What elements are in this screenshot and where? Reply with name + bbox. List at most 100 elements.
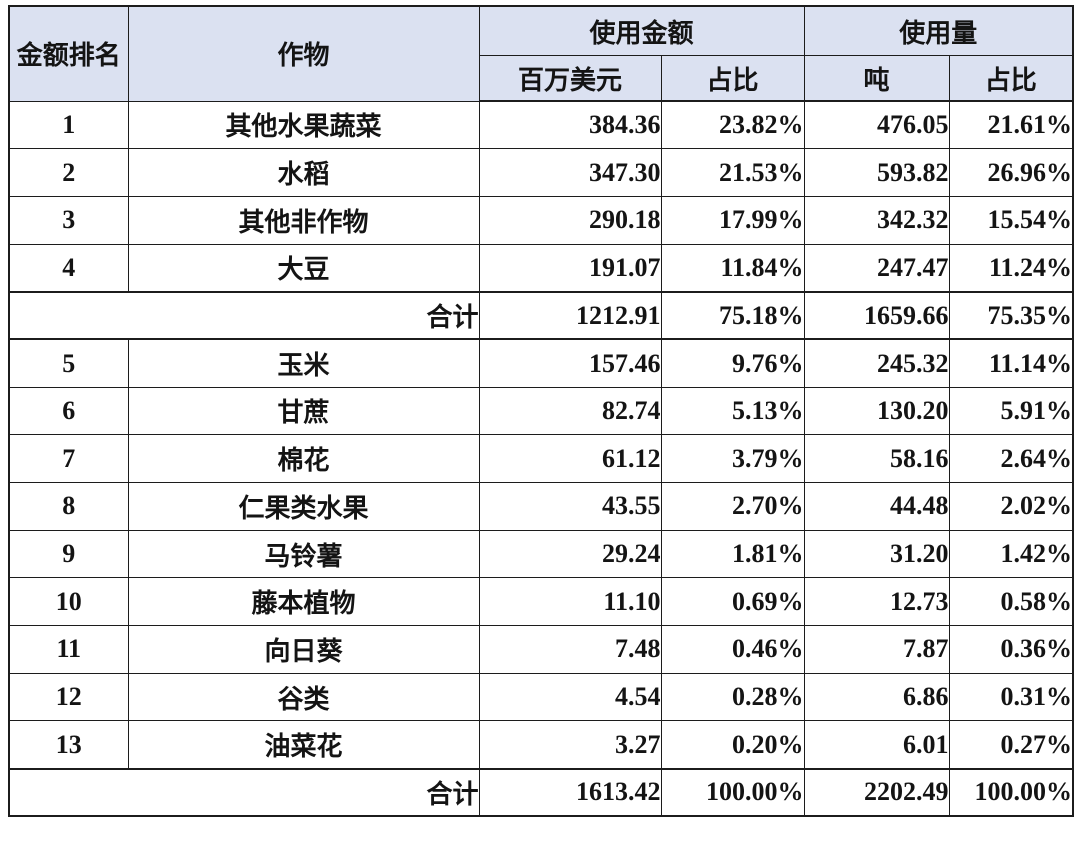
volume-cell: 6.86	[803, 672, 950, 722]
amount-cell: 191.07	[478, 243, 662, 293]
crop-cell: 大豆	[127, 243, 480, 293]
amount-cell: 61.12	[478, 434, 662, 483]
volume-cell: 58.16	[803, 434, 950, 483]
volume-pct-cell: 2.02%	[948, 482, 1074, 531]
rank-cell: 2	[8, 148, 129, 197]
table-row: 5 玉米 157.46 9.76% 245.32 11.14%	[8, 338, 1074, 388]
amount-pct-cell: 0.20%	[660, 720, 805, 770]
amount-pct-cell: 0.28%	[660, 672, 805, 722]
amount-pct-cell: 17.99%	[660, 195, 805, 245]
volume-pct-cell: 1.42%	[948, 529, 1074, 579]
amount-cell: 347.30	[478, 148, 662, 197]
table-row: 10 藤本植物 11.10 0.69% 12.73 0.58%	[8, 577, 1074, 627]
rank-cell: 11	[8, 625, 129, 674]
table-row: 8 仁果类水果 43.55 2.70% 44.48 2.02%	[8, 482, 1074, 531]
crop-cell: 水稻	[127, 148, 480, 197]
table-row: 1 其他水果蔬菜 384.36 23.82% 476.05 21.61%	[8, 100, 1074, 150]
volume-pct-cell: 100.00%	[948, 768, 1074, 817]
volume-pct-cell: 0.36%	[948, 625, 1074, 674]
amount-pct-cell: 11.84%	[660, 243, 805, 293]
amount-cell: 82.74	[478, 386, 662, 436]
amount-cell: 7.48	[478, 625, 662, 674]
amount-cell: 4.54	[478, 672, 662, 722]
table-row: 2 水稻 347.30 21.53% 593.82 26.96%	[8, 148, 1074, 197]
volume-cell: 247.47	[803, 243, 950, 293]
header-volume-unit: 吨	[803, 55, 950, 102]
volume-cell: 6.01	[803, 720, 950, 770]
table-row: 6 甘蔗 82.74 5.13% 130.20 5.91%	[8, 386, 1074, 436]
amount-cell: 290.18	[478, 195, 662, 245]
table-row: 13 油菜花 3.27 0.20% 6.01 0.27%	[8, 720, 1074, 770]
rank-cell: 6	[8, 386, 129, 436]
volume-cell: 1659.66	[803, 291, 950, 341]
volume-pct-cell: 26.96%	[948, 148, 1074, 197]
crop-cell: 马铃薯	[127, 529, 480, 579]
volume-cell: 342.32	[803, 195, 950, 245]
subtotal-label: 合计	[8, 291, 480, 341]
crop-cell: 玉米	[127, 338, 480, 388]
crop-cell: 其他非作物	[127, 195, 480, 245]
amount-cell: 1613.42	[478, 768, 662, 817]
amount-cell: 384.36	[478, 100, 662, 150]
total-label: 合计	[8, 768, 480, 817]
crop-usage-table-wrap: 金额排名 作物 使用金额 使用量 百万美元 占比 吨 占比 1 其他水果蔬菜 384…	[8, 5, 1075, 818]
rank-cell: 5	[8, 338, 129, 388]
crop-cell: 仁果类水果	[127, 482, 480, 531]
volume-pct-cell: 21.61%	[948, 100, 1074, 150]
subtotal-row: 合计 1212.91 75.18% 1659.66 75.35%	[8, 291, 1074, 341]
volume-cell: 245.32	[803, 338, 950, 388]
volume-pct-cell: 15.54%	[948, 195, 1074, 245]
table-row: 3 其他非作物 290.18 17.99% 342.32 15.54%	[8, 195, 1074, 245]
volume-pct-cell: 75.35%	[948, 291, 1074, 341]
amount-pct-cell: 0.46%	[660, 625, 805, 674]
table-row: 4 大豆 191.07 11.84% 247.47 11.24%	[8, 243, 1074, 293]
amount-pct-cell: 75.18%	[660, 291, 805, 341]
volume-cell: 2202.49	[803, 768, 950, 817]
amount-cell: 11.10	[478, 577, 662, 627]
header-sub-row: 百万美元 占比 吨 占比	[9, 55, 1074, 102]
amount-cell: 3.27	[478, 720, 662, 770]
crop-cell: 向日葵	[127, 625, 480, 674]
amount-cell: 1212.91	[478, 291, 662, 341]
amount-pct-cell: 5.13%	[660, 386, 805, 436]
volume-cell: 31.20	[803, 529, 950, 579]
table-body: 1 其他水果蔬菜 384.36 23.82% 476.05 21.61% 2 水稻 347.30…	[8, 100, 1074, 817]
header-amount-share: 占比	[660, 55, 805, 102]
amount-cell: 29.24	[478, 529, 662, 579]
amount-pct-cell: 21.53%	[660, 148, 805, 197]
rank-cell: 10	[8, 577, 129, 627]
volume-cell: 476.05	[803, 100, 950, 150]
crop-cell: 油菜花	[127, 720, 480, 770]
table-row: 12 谷类 4.54 0.28% 6.86 0.31%	[8, 672, 1074, 722]
crop-cell: 其他水果蔬菜	[127, 100, 480, 150]
volume-cell: 130.20	[803, 386, 950, 436]
amount-pct-cell: 100.00%	[660, 768, 805, 817]
crop-cell: 棉花	[127, 434, 480, 483]
volume-pct-cell: 2.64%	[948, 434, 1074, 483]
volume-pct-cell: 5.91%	[948, 386, 1074, 436]
total-row: 合计 1613.42 100.00% 2202.49 100.00%	[8, 768, 1074, 817]
table-header: 金额排名 作物 使用金额 使用量 百万美元 占比 吨 占比	[8, 5, 1074, 102]
amount-pct-cell: 0.69%	[660, 577, 805, 627]
volume-cell: 593.82	[803, 148, 950, 197]
rank-cell: 3	[8, 195, 129, 245]
rank-cell: 1	[8, 100, 129, 150]
rank-cell: 7	[8, 434, 129, 483]
header-volume-share: 占比	[948, 55, 1074, 102]
volume-cell: 44.48	[803, 482, 950, 531]
rank-cell: 4	[8, 243, 129, 293]
header-volume-group: 使用量	[803, 5, 1074, 56]
header-amount-group: 使用金额	[478, 5, 805, 56]
crop-usage-table: 金额排名 作物 使用金额 使用量 百万美元 占比 吨 占比 1 其他水果蔬菜 384…	[8, 5, 1075, 818]
volume-pct-cell: 11.24%	[948, 243, 1074, 293]
amount-pct-cell: 3.79%	[660, 434, 805, 483]
rank-cell: 12	[8, 672, 129, 722]
crop-cell: 谷类	[127, 672, 480, 722]
amount-cell: 157.46	[478, 338, 662, 388]
header-group-row: 金额排名 作物 使用金额 使用量	[8, 5, 1074, 102]
volume-pct-cell: 11.14%	[948, 338, 1074, 388]
rank-cell: 9	[8, 529, 129, 579]
volume-cell: 12.73	[803, 577, 950, 627]
amount-pct-cell: 1.81%	[660, 529, 805, 579]
volume-pct-cell: 0.58%	[948, 577, 1074, 627]
